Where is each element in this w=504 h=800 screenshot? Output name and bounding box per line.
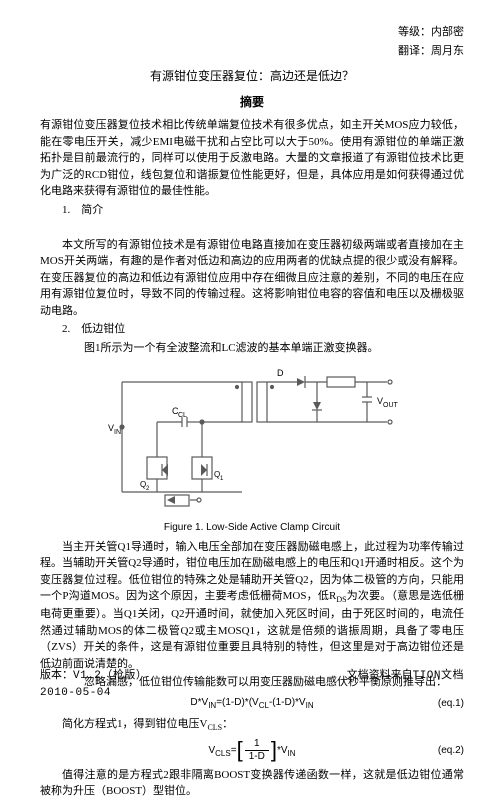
p4-b: ： bbox=[222, 718, 233, 730]
fs-l: 文档资料来自 bbox=[347, 669, 413, 681]
eq2-text: VCLS=[11-D]*VIN bbox=[208, 738, 295, 763]
fs-v: TION文档 bbox=[413, 670, 464, 682]
fv-l: 版本： bbox=[40, 669, 73, 681]
svg-text:OUT: OUT bbox=[383, 402, 399, 409]
translator-line: 翻译：周月东 bbox=[40, 43, 464, 60]
footer-source: 文档资料来自TION文档 bbox=[347, 667, 464, 685]
translator-label: 翻译： bbox=[398, 45, 431, 57]
svg-text:IN: IN bbox=[114, 429, 121, 436]
paragraph-4: 简化方程式1，得到钳位电压VCLS： bbox=[40, 716, 464, 734]
figure-1: V IN C CL Q 2 Q 1 bbox=[40, 362, 464, 518]
svg-text:CL: CL bbox=[178, 412, 187, 419]
level-label: 等级： bbox=[398, 26, 431, 38]
eq2-num: 1 bbox=[245, 738, 269, 751]
paragraph-5: 值得注意的是方程式2跟非隔离BOOST变换器传递函数一样，这就是低边钳位通常被称… bbox=[40, 767, 464, 800]
equation-2: VCLS=[11-D]*VIN (eq.2) bbox=[40, 738, 464, 763]
fv-v: V1.2（枪版） bbox=[73, 670, 147, 682]
svg-text:D: D bbox=[277, 368, 284, 378]
abstract-title: 摘要 bbox=[40, 93, 464, 111]
eq2-frac: 11-D bbox=[245, 738, 269, 763]
footer-version: 版本：V1.2（枪版） bbox=[40, 667, 147, 685]
section-1-heading: 1. 简介 bbox=[40, 202, 464, 219]
footer-date: 2010-05-04 bbox=[40, 685, 464, 702]
page-title: 有源钳位变压器复位：高边还是低边？ bbox=[40, 67, 464, 85]
bracket-l: [ bbox=[237, 739, 243, 761]
eq1-d: CL bbox=[259, 701, 269, 710]
p4-sub: CLS bbox=[207, 723, 222, 732]
section-1-body: 本文所写的有源钳位技术是有源钳位电路直接加在变压器初级两端或者直接加在主MOS开… bbox=[40, 237, 464, 320]
p2-sub: DS bbox=[336, 595, 346, 604]
section-2-heading: 2. 低边钳位 bbox=[40, 321, 464, 338]
abstract-body: 有源钳位变压器复位技术相比传统单端复位技术有很多优点，如主开关MOS应力较低，能… bbox=[40, 117, 464, 200]
eq2-label: (eq.2) bbox=[438, 743, 464, 758]
eq1-b: IN bbox=[208, 701, 216, 710]
section-2-body: 图1所示为一个有全波整流和LC滤波的基本单端正激变换器。 bbox=[40, 340, 464, 357]
translator-value: 周月东 bbox=[431, 45, 464, 57]
eq2-e: IN bbox=[288, 749, 296, 758]
paragraph-2: 当主开关管Q1导通时，输入电压全部加在变压器励磁电感上，此过程为功率传输过程。当… bbox=[40, 539, 464, 673]
eq1-f: IN bbox=[306, 701, 314, 710]
eq2-d: *V bbox=[277, 745, 288, 756]
classification-level: 等级：内部密 bbox=[40, 24, 464, 41]
eq2-a: V bbox=[208, 745, 215, 756]
svg-text:1: 1 bbox=[220, 476, 224, 482]
eq2-den: 1-D bbox=[245, 751, 269, 763]
level-value: 内部密 bbox=[431, 26, 464, 38]
p4-a: 简化方程式1，得到钳位电压V bbox=[62, 718, 207, 730]
circuit-diagram: V IN C CL Q 2 Q 1 bbox=[102, 362, 402, 512]
svg-text:2: 2 bbox=[146, 486, 150, 492]
figure-1-caption: Figure 1. Low-Side Active Clamp Circuit bbox=[40, 520, 464, 535]
page-footer: 版本：V1.2（枪版） 文档资料来自TION文档 2010-05-04 bbox=[40, 667, 464, 701]
eq2-b: CLS bbox=[215, 749, 231, 758]
